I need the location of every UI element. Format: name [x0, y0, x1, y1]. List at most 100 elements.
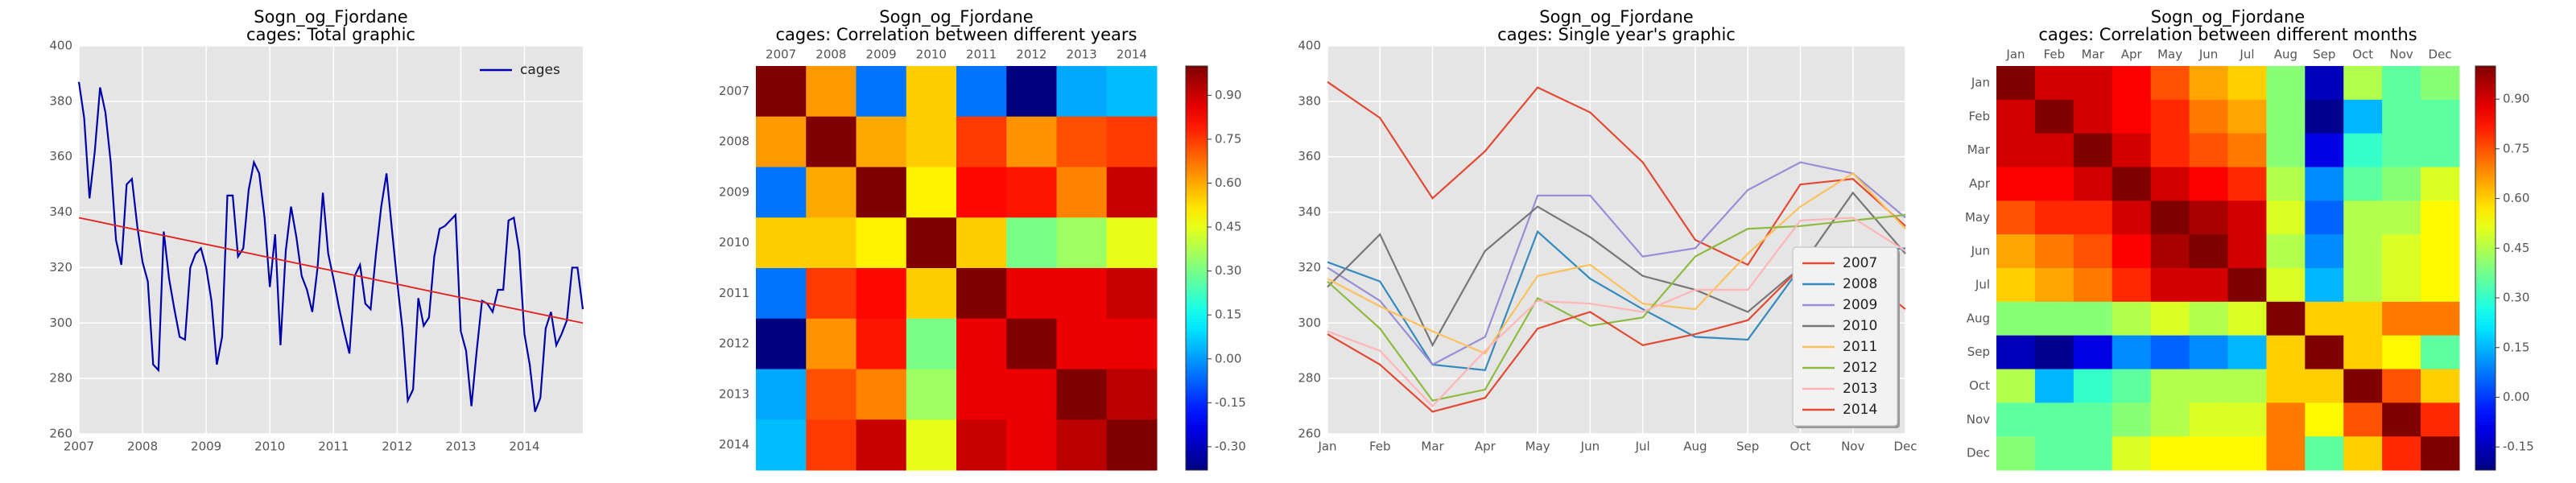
heatmap-cell — [2382, 167, 2421, 201]
y-tick-label: 300 — [1298, 316, 1321, 330]
trend-line — [78, 217, 584, 324]
heatmap-cell — [2266, 301, 2306, 336]
x-tick-label: Oct — [1790, 440, 1810, 454]
heatmap-cell — [2189, 335, 2228, 369]
y-tick-label: 380 — [49, 93, 72, 108]
heatmap-cell — [2150, 402, 2190, 437]
y-tick-label: Dec — [1967, 446, 1990, 460]
colorbar-tick-label: 0.00 — [2503, 390, 2529, 404]
heatmap-cell — [956, 369, 1007, 420]
heatmap-cell — [2073, 66, 2113, 101]
x-tick-label: Mar — [1421, 440, 1444, 454]
heatmap-cell — [856, 217, 907, 269]
heatmap-cell — [2421, 200, 2460, 235]
chart-title: Sogn_og_Fjordane — [1539, 7, 1693, 27]
heatmap-cell — [2034, 66, 2074, 101]
heatmap-cell — [2227, 402, 2267, 437]
heatmap-cell — [2073, 200, 2113, 235]
x-tick-label: May — [1525, 440, 1550, 454]
heatmap-cell — [2266, 268, 2306, 303]
heatmap-cell — [1996, 167, 2036, 201]
x-tick-label: Dec — [1893, 440, 1917, 454]
x-tick-label: May — [2157, 47, 2182, 62]
heatmap-cell — [2382, 200, 2421, 235]
x-tick-label: Jun — [1580, 440, 1600, 454]
heatmap-cell — [2305, 200, 2344, 235]
heatmap-cell — [2189, 369, 2228, 403]
heatmap-cell — [2150, 200, 2190, 235]
y-tick-label: 280 — [1298, 371, 1321, 386]
colorbar-tick-label: 0.75 — [2503, 141, 2529, 155]
colorbar-tick-label: 0.60 — [2503, 191, 2529, 205]
y-tick-label: 360 — [1298, 149, 1321, 163]
heatmap-cell — [2343, 268, 2383, 303]
colorbar-tick-label: -0.15 — [2503, 440, 2534, 454]
heatmap-cell — [2266, 369, 2306, 403]
heatmap-cell — [1996, 436, 2036, 471]
heatmap-cell — [2421, 234, 2460, 269]
heatmap-cell — [2189, 66, 2228, 101]
heatmap-cell — [2343, 369, 2383, 403]
heatmap-cell — [2227, 66, 2267, 101]
heatmap-cell — [2266, 167, 2306, 201]
chart-subtitle: cages: Correlation between different yea… — [776, 25, 1137, 44]
y-tick-label: Oct — [1969, 378, 1990, 393]
heatmap-cell — [806, 116, 857, 167]
heatmap-cell — [2266, 436, 2306, 471]
heatmap-cell — [1006, 419, 1057, 471]
x-tick-label: 2013 — [445, 440, 476, 454]
heatmap-cell — [2421, 301, 2460, 336]
heatmap-cell — [1106, 66, 1158, 118]
heatmap-cell — [856, 116, 907, 167]
heatmap-cell — [2421, 335, 2460, 369]
x-tick-label: Oct — [2352, 47, 2373, 62]
heatmap-cell — [1056, 217, 1108, 269]
heatmap-cell — [2150, 436, 2190, 471]
heatmap-cell — [806, 167, 857, 218]
heatmap-cell — [906, 318, 957, 369]
series-line — [77, 81, 584, 412]
x-tick-label: 2011 — [318, 440, 349, 454]
heatmap-cell — [2189, 301, 2228, 336]
y-tick-label: 2012 — [719, 336, 749, 351]
heatmap-cell — [2343, 99, 2383, 134]
x-tick-label: Feb — [2044, 47, 2066, 62]
heatmap-cell — [2343, 167, 2383, 201]
heatmap-cell — [806, 66, 857, 118]
y-tick-label: 320 — [1298, 260, 1321, 275]
y-tick-label: 400 — [1298, 39, 1321, 53]
heatmap-cell — [1996, 99, 2036, 134]
heatmap-cell — [906, 369, 957, 420]
y-tick-label: 260 — [1298, 427, 1321, 441]
heatmap-cell — [2227, 200, 2267, 235]
heatmap-cell — [2150, 301, 2190, 336]
y-tick-label: May — [1965, 210, 1990, 225]
legend-frame — [1792, 246, 1898, 427]
heatmap-cell — [1056, 167, 1108, 218]
heatmap-cell — [1056, 419, 1108, 471]
heatmap-cell — [2112, 99, 2152, 134]
heatmap-cell — [2034, 301, 2074, 336]
heatmap-cell — [2305, 436, 2344, 471]
heatmap-cell — [2343, 66, 2383, 101]
heatmap-cell — [2305, 234, 2344, 269]
series-line — [1327, 161, 1906, 366]
heatmap-cell — [2112, 268, 2152, 303]
x-tick-label: 2007 — [64, 440, 94, 454]
heatmap-cell — [1106, 369, 1158, 420]
legend-label: 2008 — [1843, 276, 1877, 292]
heatmap-cell — [1056, 369, 1108, 420]
x-tick-label: Aug — [2274, 47, 2297, 62]
colorbar-tick-label: 0.30 — [2503, 291, 2529, 305]
series-line — [1327, 80, 1906, 266]
heatmap-cell — [2150, 335, 2190, 369]
colorbar-tick-label: 0.45 — [2503, 241, 2529, 255]
legend-label: 2012 — [1843, 360, 1877, 376]
heatmap-cell — [2073, 402, 2113, 437]
heatmap-cell — [2189, 402, 2228, 437]
heatmap-cell — [2382, 268, 2421, 303]
heatmap-cell — [2305, 99, 2344, 134]
heatmap-cell — [856, 318, 907, 369]
colorbar-tick-label: 0.90 — [2503, 92, 2529, 106]
y-tick-label: 380 — [1298, 93, 1321, 108]
